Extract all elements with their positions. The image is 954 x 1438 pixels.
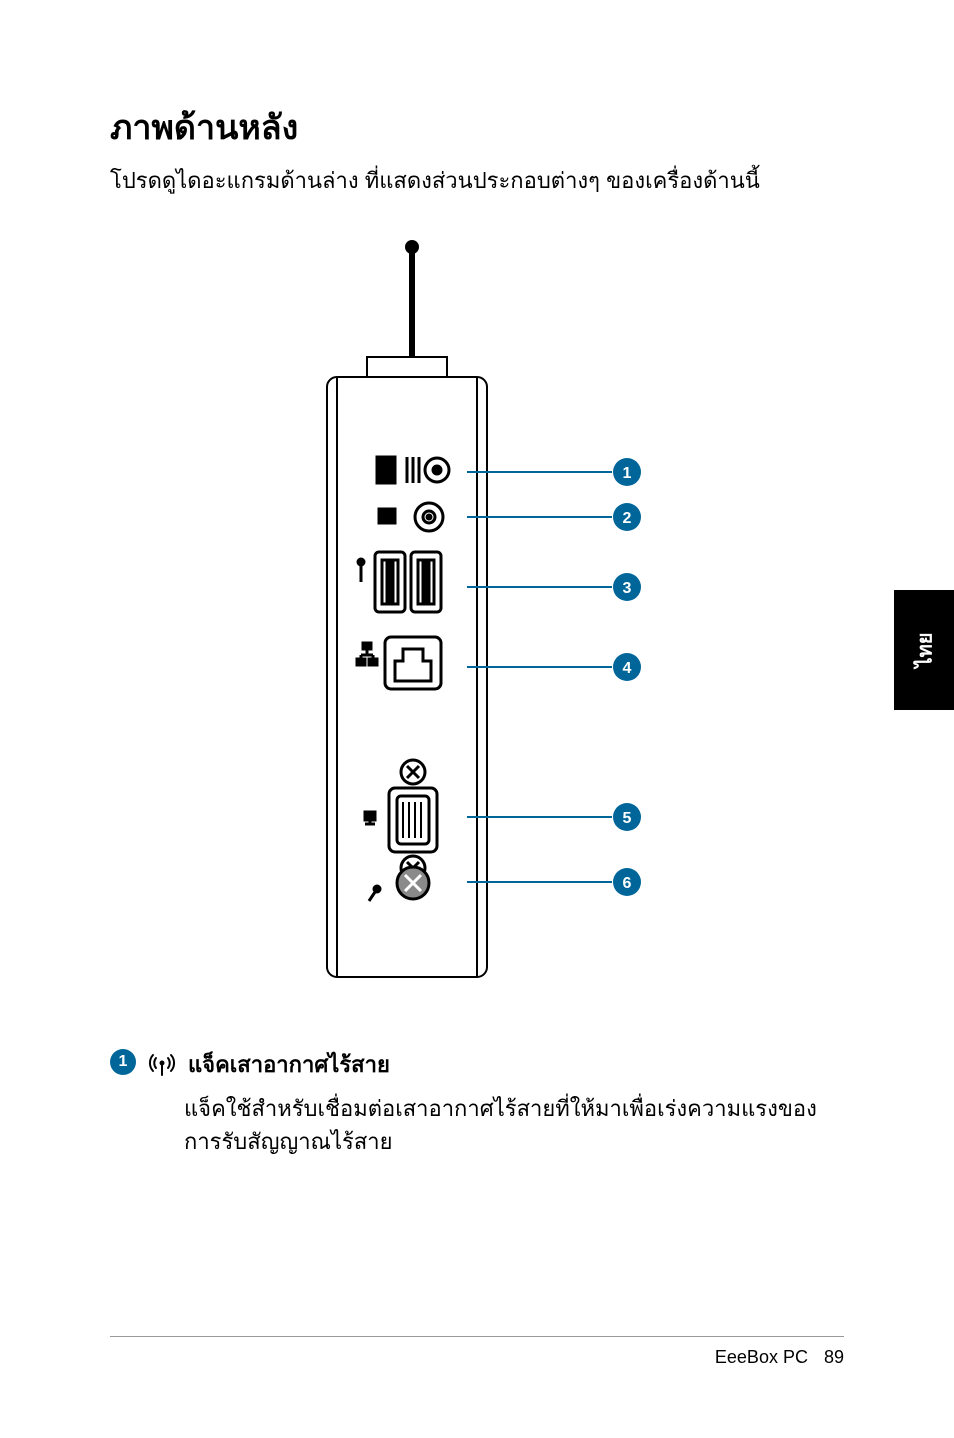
language-tab-label: ไทย xyxy=(908,633,940,668)
section-title: ภาพด้านหลัง xyxy=(110,100,844,154)
svg-text:4: 4 xyxy=(623,660,632,677)
section-subtitle: โปรดดูไดอะแกรมด้านล่าง ที่แสดงส่วนประกอบ… xyxy=(110,164,844,197)
svg-text:2: 2 xyxy=(623,510,632,527)
svg-text:3: 3 xyxy=(623,580,632,597)
footer-product: EeeBox PC xyxy=(715,1347,808,1368)
page-footer: EeeBox PC 89 xyxy=(110,1336,844,1368)
rear-view-diagram: 1 2 3 4 5 6 xyxy=(267,227,687,987)
svg-text:5: 5 xyxy=(623,810,632,827)
callout-badge-1: 1 xyxy=(110,1049,136,1075)
wireless-icon xyxy=(148,1049,176,1082)
callout-1-title: แจ็คเสาอากาศไร้สาย xyxy=(188,1047,390,1082)
callout-row-1: 1 แจ็คเสาอากาศไร้สาย xyxy=(110,1047,844,1086)
diagram-container: 1 2 3 4 5 6 xyxy=(110,227,844,987)
svg-text:1: 1 xyxy=(623,465,632,482)
footer-page-number: 89 xyxy=(824,1347,844,1368)
language-tab: ไทย xyxy=(894,590,954,710)
svg-text:6: 6 xyxy=(623,875,632,892)
callout-1-desc: แจ็คใช้สำหรับเชื่อมต่อเสาอากาศไร้สายที่ใ… xyxy=(184,1092,844,1158)
